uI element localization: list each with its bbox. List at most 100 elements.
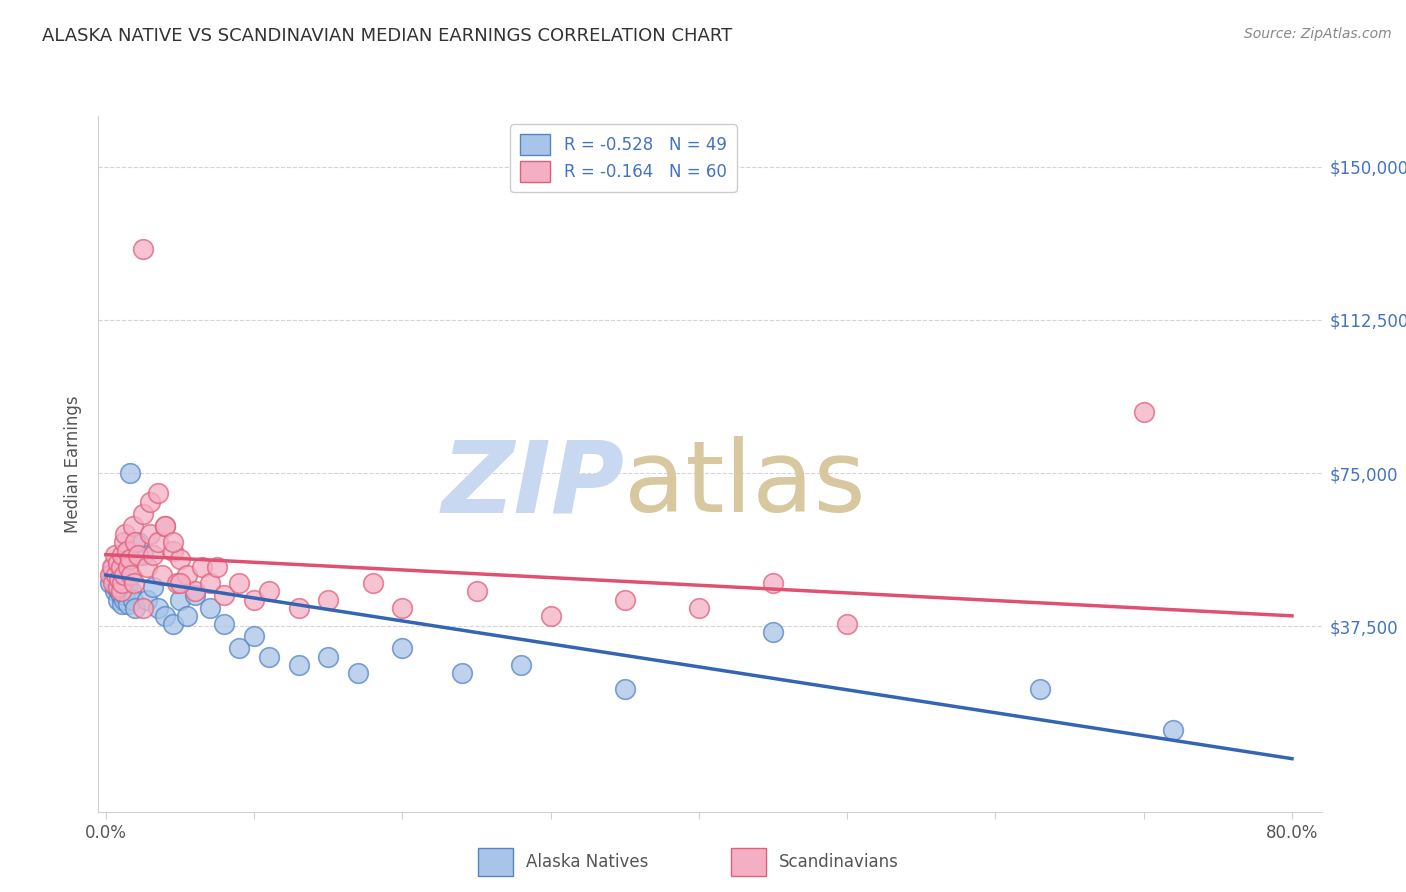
Point <box>162 535 184 549</box>
Point <box>257 649 280 664</box>
Point <box>118 551 141 566</box>
Point <box>762 625 785 640</box>
Point <box>142 548 165 562</box>
Point <box>107 564 129 578</box>
Point <box>112 584 135 599</box>
Text: ALASKA NATIVE VS SCANDINAVIAN MEDIAN EARNINGS CORRELATION CHART: ALASKA NATIVE VS SCANDINAVIAN MEDIAN EAR… <box>42 27 733 45</box>
Point <box>114 576 136 591</box>
Point <box>142 580 165 594</box>
Point <box>132 600 155 615</box>
Point <box>146 486 169 500</box>
Point <box>150 568 173 582</box>
Point <box>110 560 132 574</box>
Point <box>104 548 127 562</box>
Point <box>117 560 139 574</box>
Point <box>121 519 143 533</box>
Point <box>176 608 198 623</box>
Point <box>837 617 859 632</box>
Point <box>100 560 122 574</box>
Point <box>127 535 149 549</box>
Point <box>100 568 122 582</box>
Point <box>510 657 533 672</box>
Point <box>169 592 191 607</box>
Point <box>166 576 188 591</box>
Point <box>136 560 159 574</box>
Point <box>540 608 562 623</box>
Point <box>112 535 135 549</box>
Text: Scandinavians: Scandinavians <box>779 853 898 871</box>
Point <box>214 589 236 603</box>
Point <box>198 576 221 591</box>
Point <box>107 556 129 570</box>
Point <box>105 580 128 594</box>
Point <box>465 584 488 599</box>
Point <box>111 548 134 562</box>
Point <box>124 535 146 549</box>
Point <box>153 608 176 623</box>
Point <box>214 617 236 632</box>
Point <box>117 597 139 611</box>
Point <box>111 576 134 591</box>
Point <box>136 592 159 607</box>
Point <box>191 560 214 574</box>
Point <box>257 584 280 599</box>
Point <box>287 657 309 672</box>
Point <box>228 641 250 656</box>
Point <box>316 649 339 664</box>
Point <box>110 584 132 599</box>
Point <box>613 682 636 697</box>
Text: Alaska Natives: Alaska Natives <box>526 853 648 871</box>
Point <box>115 543 138 558</box>
Point <box>122 576 145 591</box>
Point <box>762 576 785 591</box>
Point <box>139 494 162 508</box>
Point <box>316 592 339 607</box>
Point <box>111 597 134 611</box>
Point <box>243 629 266 643</box>
Point <box>111 580 134 594</box>
Point <box>98 576 121 591</box>
Point <box>132 242 155 256</box>
Point <box>105 572 128 586</box>
Point <box>132 507 155 521</box>
Point <box>184 589 207 603</box>
Text: Source: ZipAtlas.com: Source: ZipAtlas.com <box>1244 27 1392 41</box>
Point <box>146 535 169 549</box>
Point <box>184 584 207 599</box>
Y-axis label: Median Earnings: Median Earnings <box>65 395 83 533</box>
Point <box>108 584 131 599</box>
Point <box>120 584 142 599</box>
Point <box>1029 682 1052 697</box>
Point <box>1132 405 1154 419</box>
Point <box>105 568 128 582</box>
Point <box>108 572 131 586</box>
Point <box>169 576 191 591</box>
Point <box>176 568 198 582</box>
Point <box>688 600 710 615</box>
Point <box>139 527 162 541</box>
Point <box>108 576 131 591</box>
Point <box>98 568 121 582</box>
Point <box>391 641 413 656</box>
Point <box>124 600 146 615</box>
Point <box>103 560 125 574</box>
Point <box>287 600 309 615</box>
Point <box>162 617 184 632</box>
FancyBboxPatch shape <box>478 848 513 876</box>
Point <box>112 568 135 582</box>
Point <box>146 600 169 615</box>
Point <box>347 665 370 680</box>
Text: atlas: atlas <box>624 436 866 533</box>
Point <box>153 519 176 533</box>
Point <box>228 576 250 591</box>
Point <box>107 592 129 607</box>
Point <box>115 580 138 594</box>
Point <box>103 576 125 591</box>
Point <box>169 551 191 566</box>
Point <box>120 568 142 582</box>
Point <box>132 548 155 562</box>
Legend: R = -0.528   N = 49, R = -0.164   N = 60: R = -0.528 N = 49, R = -0.164 N = 60 <box>510 124 737 192</box>
Point <box>153 519 176 533</box>
Point <box>118 466 141 480</box>
Point <box>114 589 136 603</box>
